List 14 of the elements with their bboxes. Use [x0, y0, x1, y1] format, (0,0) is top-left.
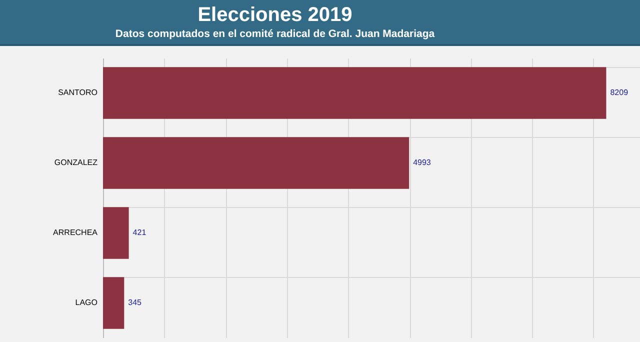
y-tick-label: ARRECHEA	[53, 228, 98, 237]
bar	[103, 207, 129, 259]
data-label: 8209	[610, 88, 629, 97]
data-label: 4993	[413, 158, 432, 167]
y-tick-label: GONZALEZ	[54, 158, 98, 167]
y-tick-label: LAGO	[75, 298, 98, 307]
chart-title: Elecciones 2019	[196, 3, 354, 26]
bar	[103, 277, 124, 329]
y-tick-label: SANTORO	[58, 88, 98, 97]
chart-subtitle: Datos computados en el comité radical de Gral. Juan Madariaga	[114, 27, 436, 41]
data-label: 345	[128, 298, 142, 307]
data-label: 421	[132, 228, 147, 237]
bar	[103, 137, 410, 189]
bar	[103, 67, 606, 119]
